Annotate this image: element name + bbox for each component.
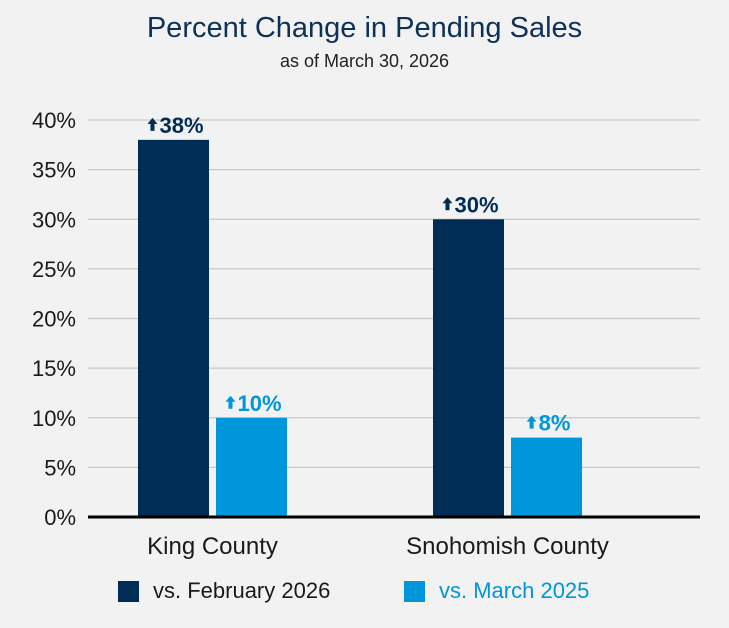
legend-swatch-march [404,580,425,602]
y-tick-label: 15% [32,356,76,381]
chart-title: Percent Change in Pending Sales [146,12,583,44]
x-category-label: King County [147,533,278,560]
y-tick-label: 25% [32,257,76,282]
bar-march [216,417,287,517]
up-arrow-icon [225,395,236,409]
y-tick-label: 10% [32,406,76,431]
y-tick-label: 5% [44,455,76,480]
data-label: 38% [159,113,203,138]
x-category-label: Snohomish County [406,533,609,560]
legend-item-march: vs. March 2025 [404,578,589,604]
y-tick-label: 0% [44,505,76,530]
y-tick-label: 20% [32,307,76,332]
bar-february [433,219,504,517]
up-arrow-icon [526,415,537,429]
legend-item-february: vs. February 2026 [118,578,330,604]
data-label: 10% [237,391,281,416]
bar-february [138,139,209,517]
legend-label-march: vs. March 2025 [439,578,590,603]
data-label: 30% [454,192,498,217]
y-tick-label: 35% [32,158,76,183]
y-tick-label: 40% [32,108,76,133]
legend-swatch-february [118,580,139,602]
bar-march [511,437,582,517]
up-arrow-icon [147,117,158,131]
chart-subtitle: as of March 30, 2026 [279,51,450,71]
data-label: 8% [539,411,571,436]
up-arrow-icon [442,197,453,211]
y-tick-label: 30% [32,207,76,232]
legend-label-february: vs. February 2026 [153,578,331,603]
